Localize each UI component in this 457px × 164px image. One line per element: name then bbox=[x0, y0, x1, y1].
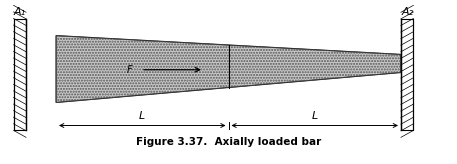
Text: A₁: A₁ bbox=[14, 8, 26, 18]
Polygon shape bbox=[56, 36, 401, 102]
Text: L: L bbox=[312, 111, 318, 121]
Text: L: L bbox=[139, 111, 145, 121]
Text: F: F bbox=[127, 65, 132, 75]
Bar bbox=[14, 19, 26, 130]
Text: A₂: A₂ bbox=[401, 8, 413, 18]
Bar bbox=[401, 19, 414, 130]
Text: Figure 3.37.  Axially loaded bar: Figure 3.37. Axially loaded bar bbox=[136, 137, 321, 147]
